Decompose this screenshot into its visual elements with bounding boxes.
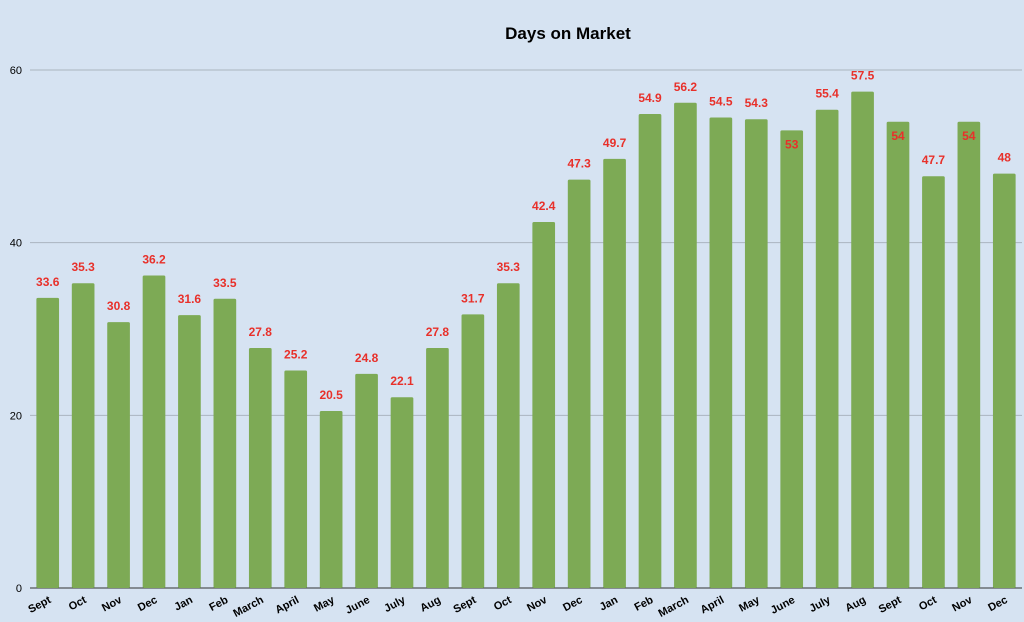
bar	[71, 283, 95, 588]
data-label: 33.6	[36, 275, 60, 289]
data-label: 54	[891, 129, 905, 143]
bar	[709, 117, 733, 588]
bar	[213, 298, 237, 588]
x-tick-label: Jan	[172, 594, 195, 614]
bar	[107, 322, 130, 588]
bar	[461, 314, 485, 588]
x-tick-label: Jan	[598, 594, 621, 614]
data-label: 53	[785, 137, 799, 151]
data-label: 42.4	[532, 199, 556, 213]
x-tick-label: Feb	[207, 594, 230, 614]
x-tick-label: Oct	[917, 594, 939, 613]
x-tick-label: Oct	[492, 594, 514, 613]
bar	[744, 119, 768, 589]
x-tick-label: Sept	[452, 594, 479, 616]
x-tick-label: Dec	[561, 594, 584, 614]
x-tick-label: Oct	[67, 594, 89, 613]
data-label: 20.5	[319, 388, 343, 402]
chart-title: Days on Market	[505, 24, 631, 43]
bar	[567, 179, 591, 589]
data-label: 54.3	[745, 96, 769, 110]
bar	[248, 347, 272, 588]
x-tick-label: Aug	[418, 594, 443, 615]
x-axis-ticks: Sept Oct Nov Dec Jan Feb March April May June July…	[26, 594, 1009, 620]
bar	[851, 91, 874, 588]
x-tick-label: May	[312, 594, 337, 615]
y-tick-label: 40	[10, 238, 22, 250]
x-tick-label: April	[273, 594, 301, 616]
bars	[36, 91, 1016, 589]
data-label: 54.5	[709, 94, 733, 108]
data-label: 56.2	[674, 80, 698, 94]
data-labels: 33.6 35.3 30.8 36.2 31.6 33.5 27.8 25.2 20.5 24.8…	[36, 69, 1011, 402]
data-label: 24.8	[355, 351, 379, 365]
data-label: 22.1	[390, 374, 414, 388]
data-label: 35.3	[71, 260, 95, 274]
bar	[922, 176, 945, 588]
bar	[496, 283, 520, 588]
x-tick-label: March	[657, 594, 691, 620]
data-label: 27.8	[249, 325, 273, 339]
x-tick-label: June	[344, 594, 372, 617]
x-tick-label: Nov	[950, 594, 975, 615]
bar	[36, 297, 60, 588]
data-label: 55.4	[815, 87, 839, 101]
x-tick-label: Dec	[986, 594, 1009, 614]
data-label: 49.7	[603, 136, 627, 150]
x-tick-label: Sept	[26, 594, 53, 616]
bar	[674, 102, 697, 588]
bar	[992, 173, 1016, 588]
y-tick-label: 0	[16, 583, 22, 595]
x-tick-label: June	[769, 594, 797, 617]
data-label: 57.5	[851, 69, 875, 83]
y-axis-ticks: 0 20 40 60	[10, 65, 22, 595]
bar	[142, 275, 166, 588]
bar	[815, 109, 839, 589]
data-label: 36.2	[142, 252, 166, 266]
bar	[638, 114, 662, 588]
y-tick-label: 60	[10, 65, 22, 77]
x-tick-label: May	[737, 594, 762, 615]
x-tick-label: Sept	[877, 594, 904, 616]
data-label: 54.9	[638, 91, 662, 105]
bar	[886, 121, 910, 589]
x-tick-label: Nov	[100, 594, 125, 615]
x-tick-label: Dec	[136, 594, 159, 614]
x-tick-label: Aug	[843, 594, 868, 615]
bar	[178, 315, 201, 588]
data-label: 47.7	[922, 153, 946, 167]
x-tick-label: Nov	[525, 594, 550, 615]
bar	[284, 370, 308, 588]
data-label: 30.8	[107, 299, 131, 313]
bar	[532, 221, 556, 589]
data-label: 25.2	[284, 347, 308, 361]
bar	[390, 397, 414, 588]
data-label: 35.3	[497, 260, 521, 274]
bar	[355, 373, 378, 588]
data-label: 54	[962, 129, 976, 143]
x-tick-label: April	[699, 594, 727, 616]
y-tick-label: 20	[10, 410, 22, 422]
x-tick-label: Feb	[633, 594, 656, 614]
x-tick-label: July	[382, 594, 408, 615]
data-label: 48	[998, 151, 1012, 165]
bar	[319, 411, 343, 588]
data-label: 27.8	[426, 325, 450, 339]
bar	[426, 347, 449, 588]
bar	[603, 158, 626, 588]
x-tick-label: March	[231, 594, 265, 620]
data-label: 47.3	[567, 157, 591, 171]
bar	[957, 121, 981, 589]
data-label: 31.7	[461, 291, 485, 305]
data-label: 33.5	[213, 276, 237, 290]
bar	[780, 130, 804, 588]
x-tick-label: July	[807, 594, 833, 615]
data-label: 31.6	[178, 292, 202, 306]
